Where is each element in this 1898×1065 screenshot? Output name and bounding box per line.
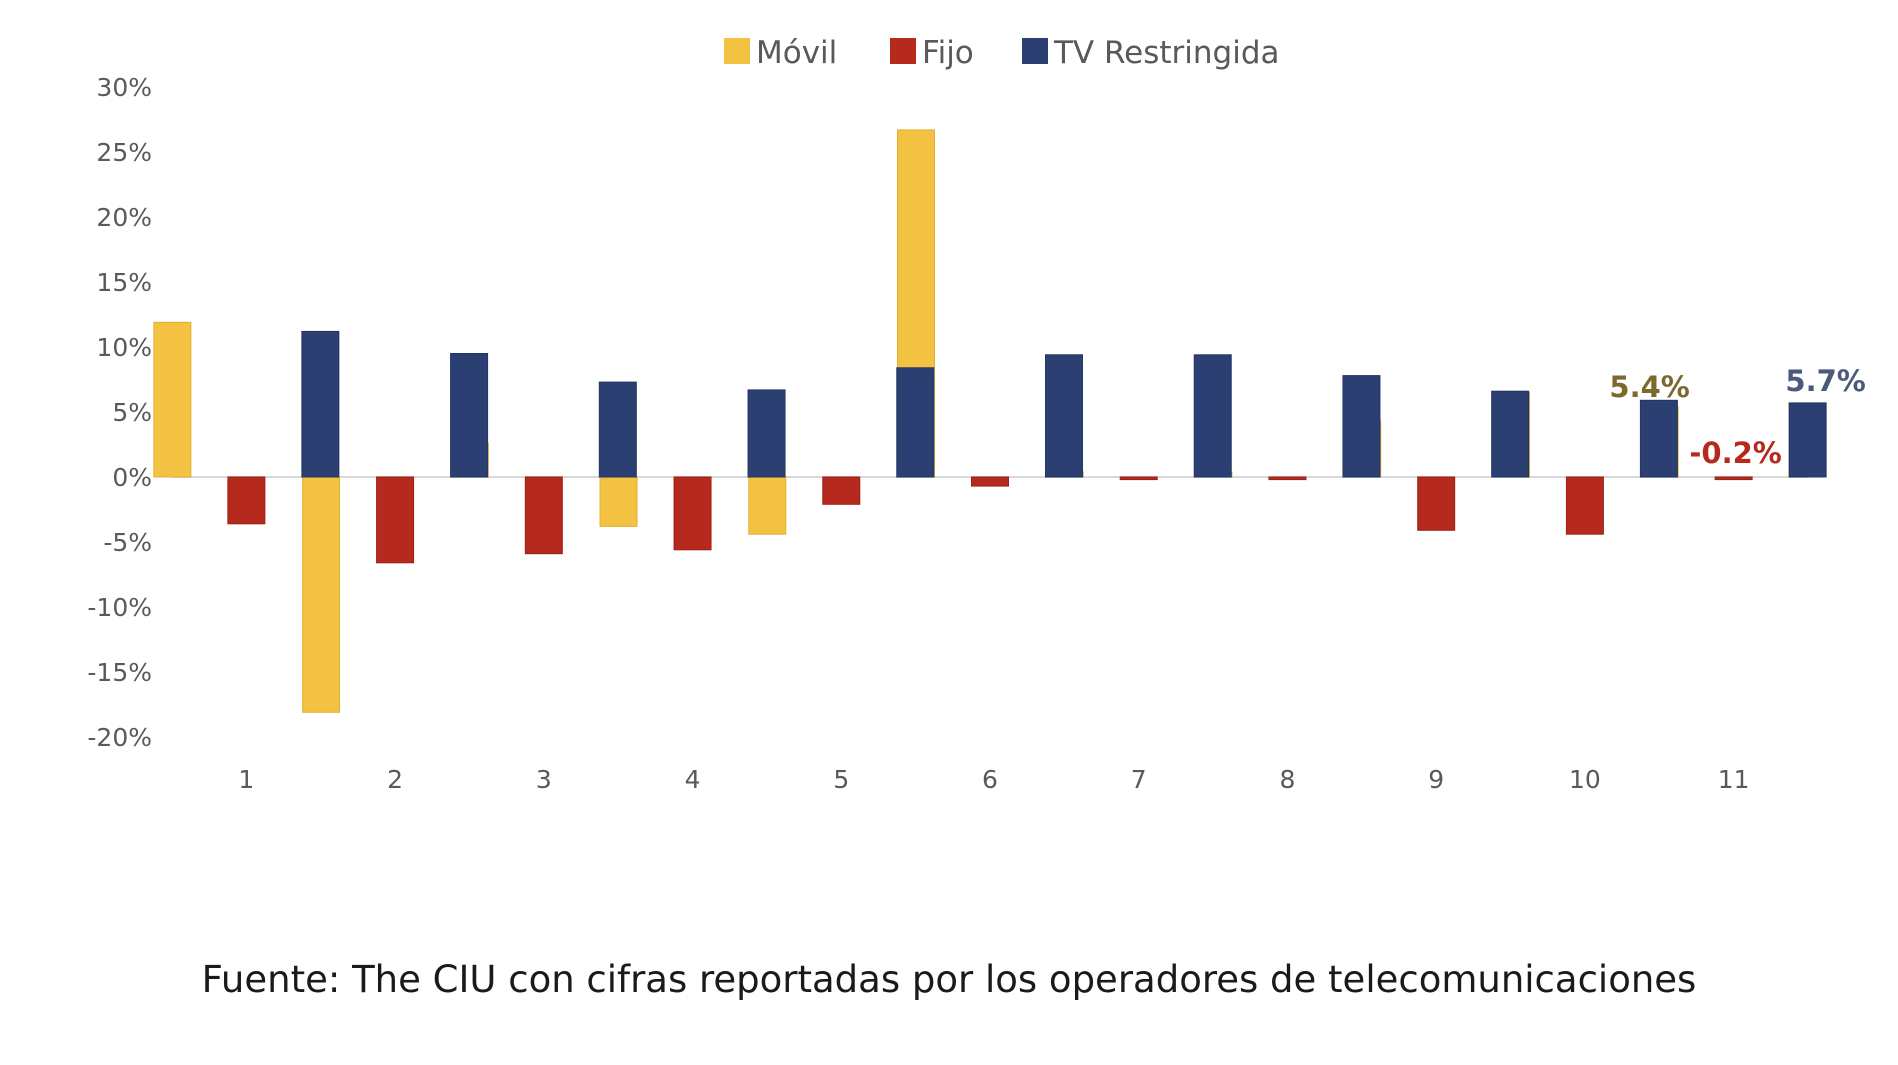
bar-tv-restringida <box>1491 390 1530 478</box>
y-tick-label: 25% <box>96 138 152 167</box>
y-tick-label: -10% <box>87 593 152 622</box>
x-tick-label: 4 <box>685 765 701 794</box>
bar-móvil <box>748 476 787 535</box>
bar-tv-restringida <box>1045 354 1083 478</box>
bar-tv-restringida <box>896 367 935 478</box>
bar-tv-restringida <box>1193 354 1232 478</box>
x-tick-label: 7 <box>1131 765 1147 794</box>
bar-fijo <box>1119 476 1158 481</box>
bar-tv-restringida <box>1639 399 1678 478</box>
y-axis: 30% 25% 20% 15% 10% 5% 0% -5% -10% -15% -20% <box>87 73 152 752</box>
bar-tv-restringida <box>450 353 489 478</box>
y-tick-label: -20% <box>87 723 152 752</box>
bar-móvil <box>599 476 638 527</box>
data-label: -0.2% <box>1689 436 1781 470</box>
bar-fijo <box>524 476 563 555</box>
x-tick-label: 5 <box>833 765 849 794</box>
legend-swatch-fijo <box>890 38 916 64</box>
bar-fijo <box>1565 476 1604 535</box>
bar-fijo <box>673 476 712 551</box>
bar-fijo <box>822 476 861 505</box>
bar-tv-restringida <box>747 389 786 478</box>
x-tick-label: 8 <box>1280 765 1296 794</box>
bar-tv-restringida <box>1788 402 1827 478</box>
legend-label: Fijo <box>922 35 974 71</box>
x-tick-label: 2 <box>387 765 403 794</box>
legend-label: TV Restringida <box>1053 35 1280 71</box>
bars <box>153 129 1827 713</box>
bar-fijo <box>971 476 1009 487</box>
bar-chart: Móvil Fijo TV Restringida 30%25%20%15%10%5… <box>87 35 1865 794</box>
bar-fijo <box>376 476 415 564</box>
x-axis: 1 2 3 4 5 6 7 8 9 10 11 <box>172 476 1808 794</box>
y-tick-label: 10% <box>96 333 152 362</box>
legend-swatch-tv-restringida <box>1022 38 1048 64</box>
y-tick-label: 20% <box>96 203 152 232</box>
bar-tv-restringida <box>1342 375 1381 478</box>
y-tick-label: 30% <box>96 73 152 102</box>
bar-móvil <box>302 476 341 713</box>
x-tick-label: 11 <box>1718 765 1750 794</box>
data-label: 5.4% <box>1609 370 1689 404</box>
x-tick-label: 1 <box>238 765 254 794</box>
x-tick-label: 3 <box>536 765 552 794</box>
bar-fijo <box>1417 476 1456 531</box>
y-tick-label: 0% <box>112 463 152 492</box>
legend-label: Móvil <box>756 35 837 71</box>
data-label: 5.7% <box>1785 364 1865 398</box>
y-tick-label: -5% <box>103 528 152 557</box>
bar-fijo <box>1268 476 1307 481</box>
y-tick-label: -15% <box>87 658 152 687</box>
bar-tv-restringida <box>598 381 637 478</box>
x-tick-label: 9 <box>1428 765 1444 794</box>
bar-tv-restringida <box>301 330 340 478</box>
source-note: Fuente: The CIU con cifras reportadas po… <box>201 958 1697 1001</box>
legend: Móvil Fijo TV Restringida <box>724 35 1280 71</box>
bar-móvil <box>153 321 192 478</box>
x-tick-label: 6 <box>982 765 998 794</box>
legend-swatch-móvil <box>724 38 750 64</box>
x-tick-label: 10 <box>1569 765 1601 794</box>
data-labels: 5.4%-0.2% 5.7% <box>1609 364 1865 470</box>
y-tick-label: 5% <box>112 398 152 427</box>
y-tick-label: 15% <box>96 268 152 297</box>
bar-fijo <box>227 476 266 525</box>
bar-fijo <box>1714 476 1753 481</box>
